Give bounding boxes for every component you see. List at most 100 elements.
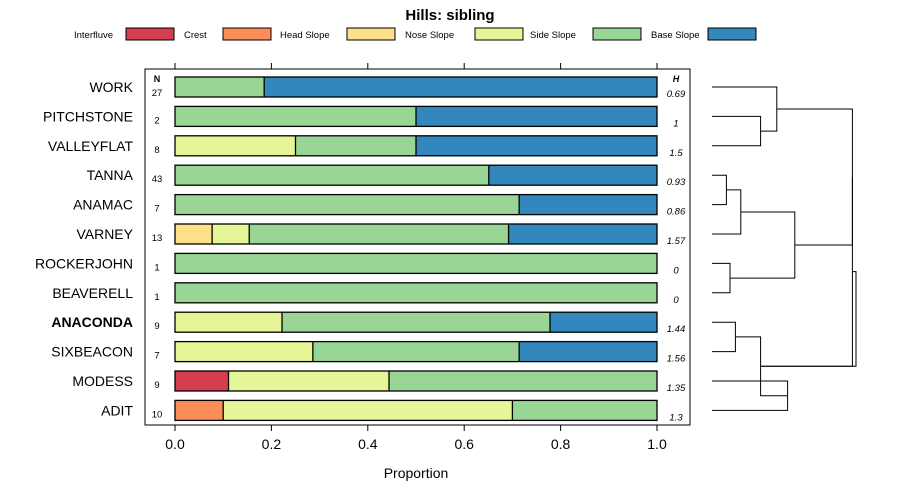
x-tick-label: 0.0 <box>165 436 185 452</box>
legend-label: Head Slope <box>280 30 330 41</box>
legend-swatch <box>125 27 175 41</box>
row-label: PITCHSTONE <box>43 108 133 124</box>
row-label: ADIT <box>101 402 133 418</box>
bar-segment <box>312 341 520 362</box>
h-value: 1 <box>673 118 678 129</box>
bar-outline <box>174 193 658 216</box>
dendrogram-link <box>712 115 762 147</box>
n-value: 1 <box>154 292 159 303</box>
legend-swatch <box>474 27 524 41</box>
bar-outline <box>174 370 658 392</box>
row-label: MODESS <box>72 373 133 389</box>
chart-title: Hills: sibling <box>405 7 494 24</box>
n-value: 2 <box>154 115 159 126</box>
n-value: 10 <box>152 409 163 420</box>
bar-outline <box>174 252 658 275</box>
bar-segment <box>175 135 296 156</box>
row-label: ROCKERJOHN <box>35 255 133 271</box>
dendrogram <box>712 86 857 411</box>
h-value: 0.86 <box>667 207 686 218</box>
x-tick-label: 0.4 <box>358 436 378 452</box>
bar-outline <box>174 76 658 98</box>
dendrogram-link <box>760 271 857 367</box>
bar-segment <box>175 77 265 97</box>
bars <box>174 76 658 422</box>
row-label: BEAVERELL <box>52 285 133 301</box>
legend-swatch <box>222 27 272 41</box>
h-value: 1.44 <box>667 324 686 335</box>
n-value: 1 <box>154 262 159 273</box>
bar-segment <box>264 77 657 97</box>
legend-swatch <box>707 27 757 41</box>
bar-segment <box>175 400 224 421</box>
bar-segment <box>175 194 520 215</box>
bar-segment <box>519 341 657 362</box>
h-value: 0 <box>673 295 679 306</box>
h-value: 1.3 <box>669 412 683 423</box>
x-axis-label: Proportion <box>384 465 449 481</box>
x-tick-label: 0.2 <box>262 436 282 452</box>
bar-segment <box>282 312 550 333</box>
bar-segment <box>512 400 657 421</box>
n-header: N <box>154 74 161 84</box>
bar-segment <box>223 400 513 421</box>
h-value: 0 <box>673 265 679 276</box>
bar-segment <box>175 165 489 186</box>
dendrogram-link <box>712 262 731 294</box>
row-label: VARNEY <box>76 226 133 242</box>
bar-segment <box>519 194 657 215</box>
bar-segment <box>175 371 229 391</box>
dendrogram-link <box>712 174 727 206</box>
bar-segment <box>549 312 657 333</box>
dendrogram-link <box>730 211 796 279</box>
bar-segment <box>508 224 657 244</box>
legend-label: Side Slope <box>530 30 576 41</box>
bar-segment <box>416 106 657 127</box>
n-value: 43 <box>152 174 163 185</box>
n-value: 27 <box>152 88 163 99</box>
bar-segment <box>175 312 283 333</box>
h-header: H <box>673 74 680 84</box>
bar-outline <box>174 311 658 333</box>
h-value: 0.93 <box>667 177 686 188</box>
bar-segment <box>249 224 509 244</box>
bar-segment <box>295 135 416 156</box>
bar-segment <box>175 106 416 127</box>
n-value: 13 <box>152 233 163 244</box>
bar-segment <box>228 371 390 391</box>
row-label: ANAMAC <box>73 197 133 213</box>
bar-segment <box>175 341 313 362</box>
row-label: VALLEYFLAT <box>48 138 134 154</box>
row-label: ANACONDA <box>51 314 133 330</box>
row-label: TANNA <box>87 167 134 183</box>
n-value: 8 <box>154 145 159 156</box>
bar-segment <box>175 224 213 244</box>
bar-outline <box>174 105 658 128</box>
h-value: 1.56 <box>667 354 686 365</box>
row-labels: WORK 27 0.69 PITCHSTONE 2 1 VALLEYFLAT 8 1.5 TANN… <box>35 79 686 423</box>
h-value: 0.69 <box>667 89 686 100</box>
x-axis: 0.0 0.2 0.4 0.6 0.8 1.0 <box>165 63 667 452</box>
n-value: 9 <box>154 321 159 332</box>
legend-label: Base Slope <box>651 30 700 41</box>
legend-swatch <box>346 27 396 41</box>
plot-frame <box>144 68 691 426</box>
bar-segment <box>488 165 657 186</box>
bar-outline <box>174 135 658 157</box>
h-value: 1.5 <box>669 148 683 159</box>
dendrogram-link <box>760 177 853 367</box>
dendrogram-link <box>712 86 778 132</box>
n-value: 7 <box>154 204 159 215</box>
dendrogram-link <box>776 108 853 246</box>
legend-swatch <box>592 27 642 41</box>
bar-segment <box>175 253 657 274</box>
legend-label: Interfluve <box>74 30 113 41</box>
bar-outline <box>174 164 658 186</box>
h-value: 1.57 <box>667 236 686 247</box>
bar-segment <box>212 224 250 244</box>
bar-outline <box>174 399 658 422</box>
bar-outline <box>174 340 658 363</box>
n-value: 9 <box>154 380 159 391</box>
bar-outline <box>174 223 658 245</box>
